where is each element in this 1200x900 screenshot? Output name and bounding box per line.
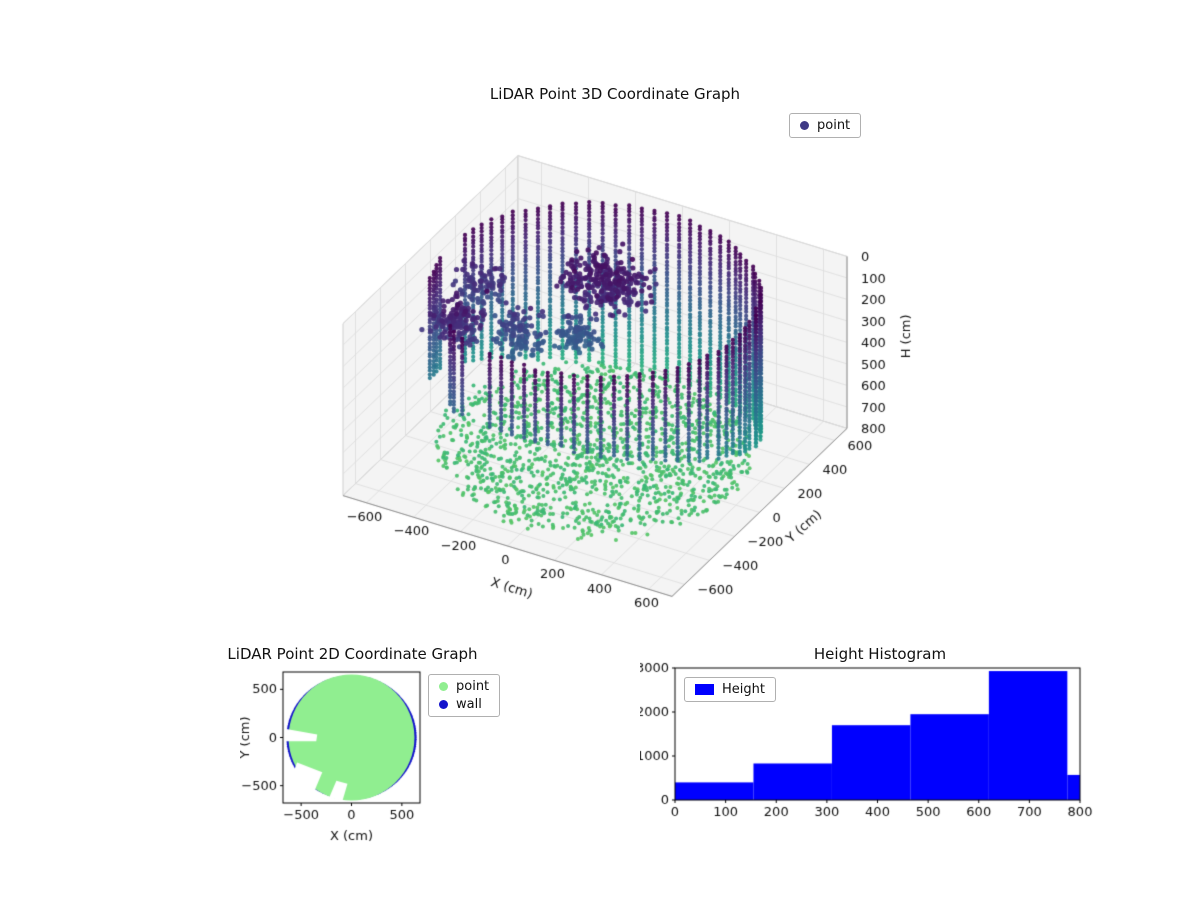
legend-label-wall: wall bbox=[456, 697, 482, 712]
chart3d-legend: point bbox=[789, 113, 862, 138]
histogram-legend: Height bbox=[684, 677, 776, 702]
chart3d-title: LiDAR Point 3D Coordinate Graph bbox=[489, 85, 741, 103]
chart2d-legend: point wall bbox=[428, 674, 501, 717]
legend-entry-height: Height bbox=[695, 682, 765, 697]
legend-label-point: point bbox=[817, 118, 851, 133]
chart2d-title: LiDAR Point 2D Coordinate Graph bbox=[227, 645, 478, 663]
wall-marker-icon bbox=[439, 700, 448, 709]
point-marker-icon bbox=[800, 121, 809, 130]
legend-entry-point: point bbox=[800, 118, 850, 133]
legend-label-height: Height bbox=[722, 682, 765, 697]
histogram-title: Height Histogram bbox=[813, 645, 947, 663]
legend-entry-point: point bbox=[439, 679, 489, 694]
legend-label-point: point bbox=[456, 679, 490, 694]
height-swatch-icon bbox=[695, 684, 714, 695]
legend-entry-wall: wall bbox=[439, 697, 489, 712]
point-marker-icon bbox=[439, 682, 448, 691]
chart3d-plot bbox=[300, 100, 940, 640]
